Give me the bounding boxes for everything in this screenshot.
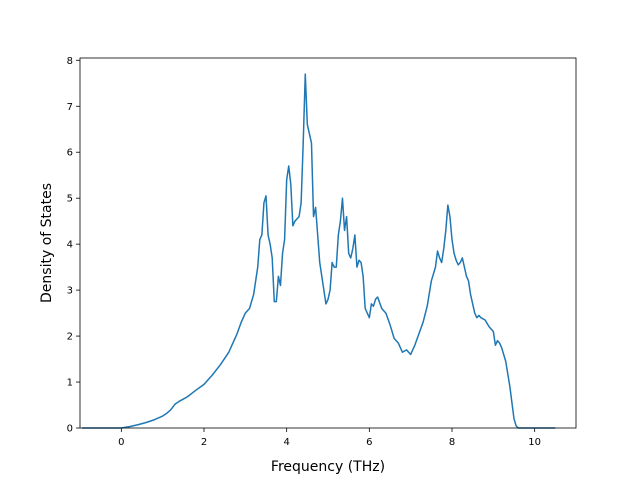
y-tick-label: 1 xyxy=(67,378,73,389)
y-tick-label: 3 xyxy=(67,286,73,297)
y-tick-label: 7 xyxy=(67,102,73,113)
plot-area xyxy=(80,58,576,428)
axes-frame xyxy=(79,57,577,429)
x-tick-label: 2 xyxy=(201,437,207,448)
y-tick-label: 8 xyxy=(67,56,73,67)
x-axis-label: Frequency (THz) xyxy=(271,459,385,475)
y-tick-label: 0 xyxy=(67,424,73,435)
y-tick-label: 5 xyxy=(67,194,73,205)
y-axis-label: Density of States xyxy=(39,183,55,303)
y-tick-label: 2 xyxy=(67,332,73,343)
x-tick-label: 0 xyxy=(118,437,124,448)
x-tick-label: 4 xyxy=(283,437,289,448)
x-tick-label: 10 xyxy=(528,437,541,448)
x-tick-label: 8 xyxy=(449,437,455,448)
y-axis: 0 1 2 3 4 5 6 7 8 xyxy=(67,56,80,435)
y-tick-label: 6 xyxy=(67,148,73,159)
y-tick-label: 4 xyxy=(67,240,73,251)
x-axis: 0 2 4 6 8 10 xyxy=(118,428,541,448)
x-tick-label: 6 xyxy=(366,437,372,448)
dos-series-line xyxy=(82,73,556,429)
